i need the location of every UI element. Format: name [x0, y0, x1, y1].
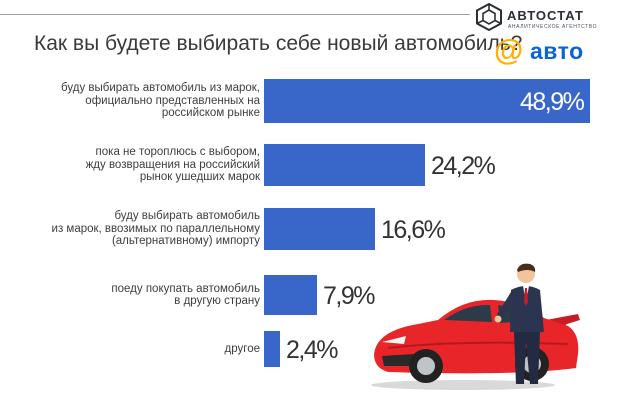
bar-1 — [264, 79, 590, 123]
value-label-4: 7,9% — [323, 282, 375, 310]
value-label-1: 48,9% — [520, 88, 585, 116]
value-label-5: 2,4% — [286, 336, 338, 364]
category-label-line: рынок ушедших марок — [139, 171, 260, 184]
category-label-line: из марок, ввозимых по параллельному — [51, 222, 260, 235]
red-car-with-businessman-icon — [371, 263, 580, 390]
category-label-line: официально представленных на — [85, 94, 260, 107]
brand-hexagon-icon — [476, 2, 502, 32]
category-label-line: жду возвращения на российский — [85, 158, 260, 171]
bar-3 — [264, 208, 375, 250]
category-label-line: в другую страну — [174, 295, 260, 307]
chart-title: Как вы будете выбирать себе новый автомо… — [34, 32, 523, 55]
category-label-2: пока не тороплюсь с выбором, жду возвраще… — [10, 146, 260, 184]
category-label-1: буду выбирать автомобиль из марок, официа… — [10, 82, 260, 120]
value-label-3: 16,6% — [381, 216, 446, 244]
partner-name: авто — [530, 38, 584, 64]
value-label-2: 24,2% — [431, 152, 496, 180]
category-label-line: буду выбирать автомобиль из марок, — [61, 82, 260, 95]
category-label-3: буду выбирать автомобиль из марок, ввозим… — [10, 210, 260, 248]
category-label-line: буду выбирать автомобиль — [114, 210, 260, 223]
bar-4 — [264, 275, 317, 315]
header-rule — [0, 14, 470, 15]
category-label-line: российском рынке — [161, 107, 260, 120]
brand-logo: АВТОСТАТ АНАЛИТИЧЕСКОЕ АГЕНТСТВО — [474, 2, 620, 36]
category-label-line: другое — [224, 342, 260, 355]
category-label-line: поеду покупать автомобиль — [111, 282, 260, 295]
bar-2 — [264, 144, 425, 186]
category-label-line: (альтернативному) импорту — [111, 235, 260, 248]
category-label-5: другое — [10, 343, 260, 356]
brand-subtitle: АНАЛИТИЧЕСКОЕ АГЕНТСТВО — [508, 24, 598, 30]
brand-name: АВТОСТАТ — [507, 8, 584, 23]
partner-at-icon: @ — [494, 34, 524, 67]
bar-5 — [264, 331, 280, 367]
category-label-line: пока не тороплюсь с выбором, — [95, 146, 260, 159]
category-label-4: поеду покупать автомобиль в другую страну — [10, 283, 260, 308]
